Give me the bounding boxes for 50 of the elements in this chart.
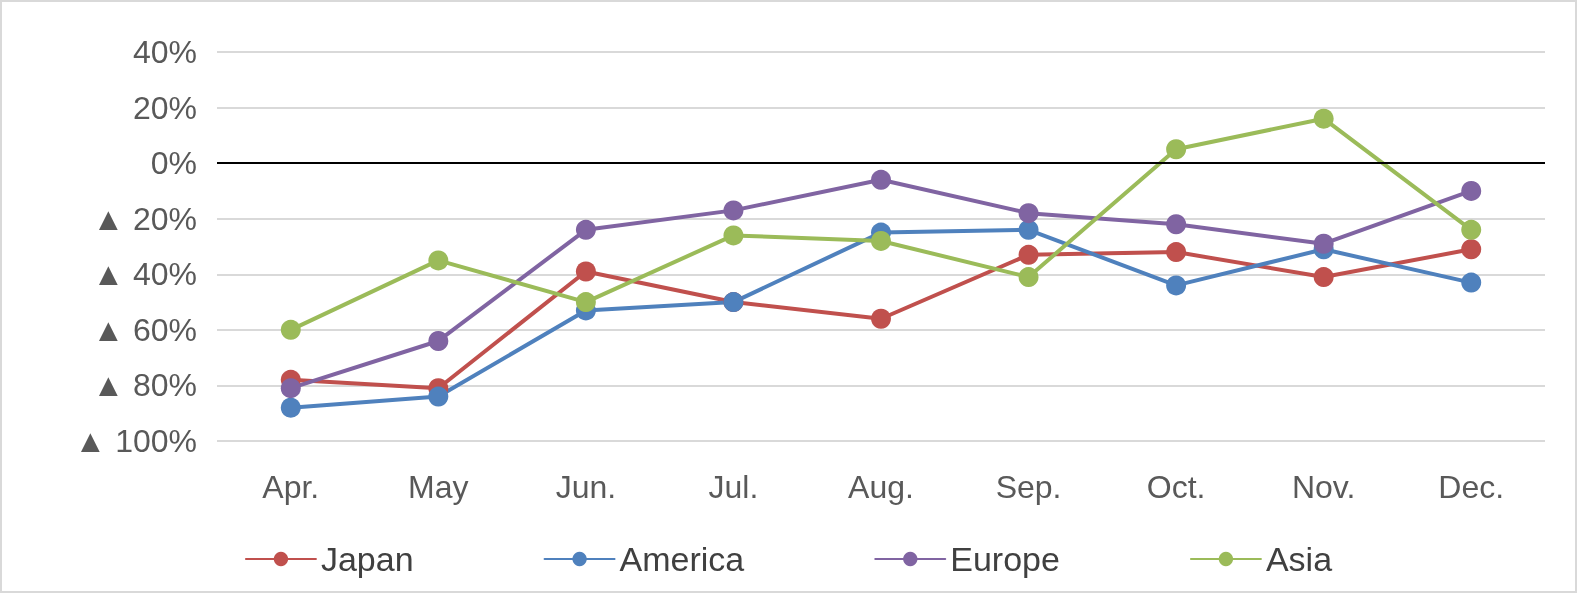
legend-label: Europe (950, 540, 1060, 578)
y-tick-label: ▲ 100% (74, 423, 197, 459)
point (1018, 203, 1039, 224)
x-tick-label: Apr. (262, 469, 320, 505)
point (723, 225, 744, 246)
point (280, 378, 301, 399)
x-tick-label: May (408, 469, 469, 505)
y-tick-label: ▲ 40% (92, 256, 197, 293)
point (575, 219, 596, 240)
y-tick-label: ▲ 60% (92, 311, 197, 348)
point (428, 250, 449, 271)
point (1166, 139, 1187, 160)
point (1313, 108, 1334, 129)
x-tick-label: Jul. (708, 469, 759, 505)
point (1018, 219, 1039, 240)
point (575, 292, 596, 313)
x-tick-label: Dec. (1438, 469, 1505, 505)
y-tick-label: 0% (150, 145, 197, 182)
point (1461, 219, 1482, 240)
point (1313, 267, 1334, 288)
point (280, 319, 301, 340)
point (871, 308, 891, 329)
x-tick-label: Sep. (995, 469, 1062, 505)
point (428, 330, 449, 351)
point (1018, 244, 1039, 265)
point (280, 397, 301, 418)
y-tick-label: 40% (132, 34, 197, 70)
y-tick-label: 20% (132, 89, 197, 126)
point (1461, 239, 1482, 260)
x-tick-label: Oct. (1146, 469, 1206, 505)
point (1313, 233, 1334, 254)
x-tick-label: Nov. (1291, 469, 1356, 505)
point (1461, 180, 1482, 201)
point (1018, 267, 1039, 288)
point (723, 200, 744, 221)
point (1166, 275, 1187, 296)
y-tick-label: ▲ 20% (92, 200, 197, 237)
point (871, 169, 891, 190)
point (1166, 214, 1187, 235)
point (871, 230, 891, 251)
y-tick-label: ▲ 80% (92, 367, 197, 404)
legend-label: Japan (320, 540, 414, 578)
point (1166, 242, 1187, 263)
point (575, 261, 596, 282)
legend-label: America (619, 540, 745, 578)
legend-label: Asia (1265, 540, 1333, 578)
point (1461, 272, 1482, 293)
point (428, 386, 449, 407)
x-tick-label: Jun. (555, 469, 617, 505)
x-tick-label: Aug. (848, 469, 914, 505)
